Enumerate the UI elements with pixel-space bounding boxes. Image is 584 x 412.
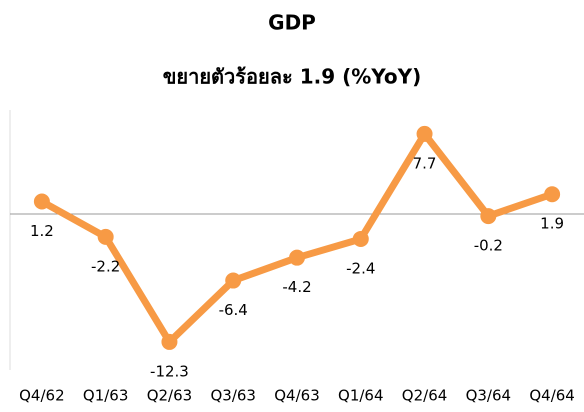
x-tick-label: Q2/63 bbox=[147, 387, 193, 405]
data-label: -6.4 bbox=[219, 301, 248, 319]
chart-subtitle: ขยายตัวร้อยละ 1.9 (%YoY) bbox=[163, 65, 422, 89]
data-label: 1.9 bbox=[540, 215, 564, 233]
data-label: -4.2 bbox=[282, 278, 311, 296]
x-tick-label: Q1/63 bbox=[83, 387, 129, 405]
x-tick-label: Q2/64 bbox=[402, 387, 448, 405]
data-label: -0.2 bbox=[474, 237, 503, 255]
data-label: 1.2 bbox=[30, 222, 54, 240]
marker bbox=[416, 125, 433, 142]
data-label: -2.4 bbox=[346, 259, 375, 277]
x-tick-label: Q4/64 bbox=[529, 387, 575, 405]
marker bbox=[289, 249, 305, 266]
marker bbox=[544, 186, 561, 203]
x-tick-label: Q4/63 bbox=[274, 387, 320, 405]
marker bbox=[480, 208, 497, 225]
marker bbox=[352, 230, 369, 247]
x-tick-label: Q4/62 bbox=[19, 387, 65, 405]
data-label: -12.3 bbox=[150, 362, 189, 380]
data-label: 7.7 bbox=[413, 154, 437, 172]
data-label: -2.2 bbox=[91, 257, 120, 275]
x-tick-label: Q3/64 bbox=[466, 387, 512, 405]
x-tick-label: Q3/63 bbox=[210, 387, 256, 405]
chart-title: GDP bbox=[268, 11, 316, 35]
marker bbox=[161, 333, 178, 350]
x-tick-label: Q1/64 bbox=[338, 387, 384, 405]
marker bbox=[225, 272, 242, 289]
marker bbox=[97, 228, 114, 245]
marker bbox=[33, 193, 50, 210]
